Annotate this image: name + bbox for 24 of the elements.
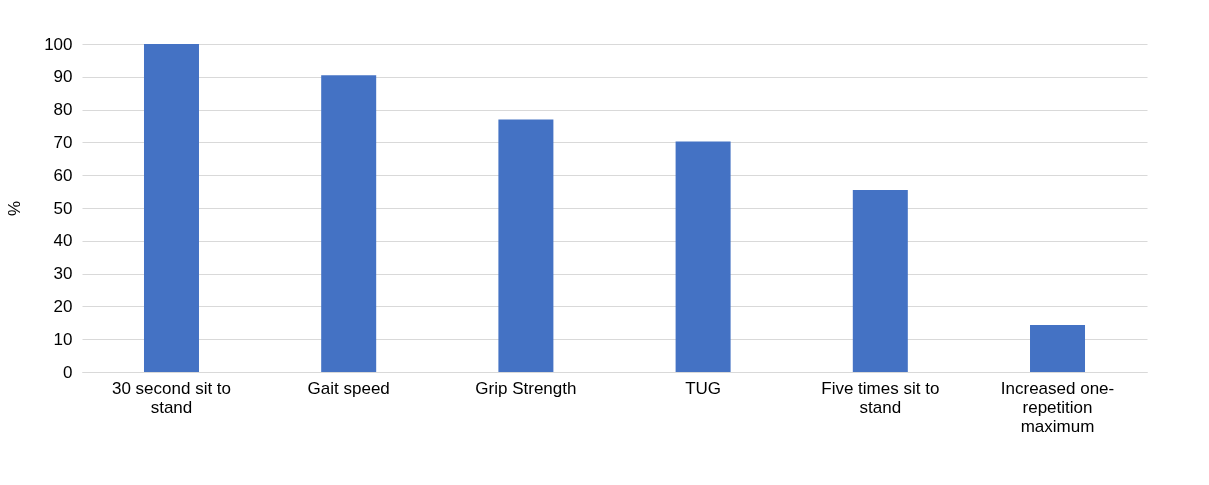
- x-tick-label: Five times sit to stand: [821, 378, 940, 417]
- y-tick-label: 40: [53, 231, 73, 251]
- x-tick-label: TUG: [685, 378, 722, 398]
- bar: [143, 44, 199, 372]
- bar: [852, 189, 908, 372]
- x-tick-label: Gait speed: [307, 378, 390, 398]
- x-tick-label: Grip Strength: [475, 378, 577, 398]
- y-tick-label: 30: [53, 264, 73, 284]
- y-tick-label: 50: [53, 198, 73, 218]
- y-tick-label: 70: [53, 132, 73, 152]
- x-tick-label: 30 second sit to stand: [111, 378, 232, 417]
- y-axis-title: %: [5, 200, 25, 217]
- y-tick-label: 60: [53, 165, 73, 185]
- bar: [1030, 325, 1086, 372]
- y-tick-label: 90: [53, 67, 73, 87]
- bar: [675, 141, 731, 372]
- y-tick-label: 0: [63, 362, 73, 382]
- bar: [498, 119, 554, 372]
- bar: [321, 75, 377, 372]
- y-tick-label: 20: [53, 296, 73, 316]
- x-tick-label: Increased one-repetition maximum: [1000, 378, 1115, 436]
- y-tick-label: 100: [44, 34, 73, 54]
- y-tick-label: 80: [53, 100, 73, 120]
- y-tick-label: 10: [53, 329, 73, 349]
